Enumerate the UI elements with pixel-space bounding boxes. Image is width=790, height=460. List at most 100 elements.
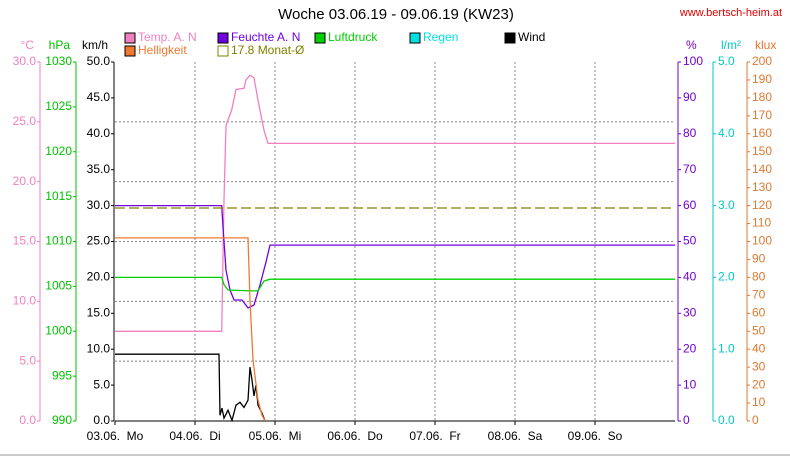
y-tick-label: 15.0	[87, 305, 111, 319]
y-tick-label: 45.0	[87, 90, 111, 104]
y-tick-label: 1000	[45, 323, 72, 337]
y-tick-label: 30.0	[87, 198, 111, 212]
y-tick-label: 0.0	[19, 413, 36, 427]
y-tick-label: 190	[752, 72, 772, 86]
y-tick-label: 120	[752, 198, 772, 212]
axis-title: hPa	[49, 38, 71, 52]
y-tick-label: 25.0	[13, 114, 37, 128]
x-tick-label: 03.06. Mo	[87, 429, 144, 443]
y-tick-label: 90	[683, 90, 697, 104]
y-tick-label: 5.0	[718, 54, 735, 68]
y-tick-label: 30	[683, 305, 697, 319]
series-line	[115, 276, 675, 292]
y-tick-label: 1030	[45, 54, 72, 68]
y-tick-label: 50.0	[87, 54, 111, 68]
axis-title: klux	[755, 38, 776, 52]
axis-title: %	[686, 38, 697, 52]
y-tick-label: 35.0	[87, 162, 111, 176]
y-tick-label: 1010	[45, 234, 72, 248]
y-tick-label: 20	[683, 341, 697, 355]
y-tick-label: 20	[752, 377, 766, 391]
y-tick-label: 10.0	[13, 294, 37, 308]
y-tick-label: 180	[752, 90, 772, 104]
y-tick-label: 150	[752, 144, 772, 158]
y-tick-label: 1025	[45, 99, 72, 113]
y-tick-label: 80	[752, 270, 766, 284]
y-tick-label: 10	[752, 395, 766, 409]
legend-label: Regen	[423, 30, 458, 44]
legend-label: Wind	[518, 30, 545, 44]
legend-label: Temp. A. N	[138, 30, 197, 44]
y-tick-label: 170	[752, 108, 772, 122]
axis-title: l/m²	[721, 38, 741, 52]
y-tick-label: 30	[752, 359, 766, 373]
series-line	[115, 353, 266, 423]
axis-title: km/h	[82, 38, 108, 52]
y-tick-label: 3.0	[718, 198, 735, 212]
legend-swatch	[409, 32, 421, 44]
x-tick-label: 05.06. Mi	[249, 429, 302, 443]
y-tick-label: 1005	[45, 279, 72, 293]
y-tick-label: 1.0	[718, 341, 735, 355]
source-link: www.bertsch-heim.at	[679, 7, 782, 19]
y-tick-label: 10.0	[87, 341, 111, 355]
y-tick-label: 110	[752, 216, 771, 230]
series-line	[115, 74, 675, 332]
x-tick-label: 08.06. Sa	[488, 429, 543, 443]
y-tick-label: 4.0	[718, 126, 735, 140]
y-tick-label: 60	[683, 198, 697, 212]
y-tick-label: 25.0	[87, 234, 111, 248]
chart-title: Woche 03.06.19 - 09.06.19 (KW23)	[278, 6, 514, 23]
y-tick-label: 10	[683, 377, 697, 391]
y-tick-label: 0.0	[718, 413, 735, 427]
y-tick-label: 1020	[45, 144, 72, 158]
legend-label: Helligkeit	[138, 43, 187, 57]
x-tick-label: 04.06. Di	[169, 429, 220, 443]
legend-swatch	[217, 32, 229, 44]
y-tick-label: 5.0	[19, 353, 36, 367]
y-tick-label: 995	[52, 368, 72, 382]
y-tick-label: 0	[752, 413, 759, 427]
y-tick-label: 990	[52, 413, 72, 427]
legend-label: 17.8 Monat-Ø	[231, 43, 304, 57]
legend-swatch	[124, 32, 136, 44]
y-tick-label: 140	[752, 162, 772, 176]
y-tick-label: 100	[683, 54, 703, 68]
y-tick-label: 200	[752, 54, 772, 68]
axis-title: °C	[21, 38, 35, 52]
y-tick-label: 100	[752, 234, 772, 248]
y-tick-label: 40	[752, 341, 766, 355]
y-tick-label: 40	[683, 270, 697, 284]
legend-label: Luftdruck	[328, 30, 378, 44]
y-tick-label: 70	[683, 162, 697, 176]
legend-label: Feuchte A. N	[231, 30, 300, 44]
y-tick-label: 5.0	[93, 377, 110, 391]
legend-swatch	[217, 45, 229, 57]
legend-swatch	[504, 32, 516, 44]
y-tick-label: 15.0	[13, 234, 37, 248]
y-tick-label: 50	[683, 234, 697, 248]
x-tick-label: 09.06. So	[568, 429, 623, 443]
y-tick-label: 20.0	[87, 270, 111, 284]
series-line	[115, 204, 675, 309]
y-tick-label: 90	[752, 252, 766, 266]
y-tick-label: 20.0	[13, 174, 37, 188]
x-tick-label: 07.06. Fr	[409, 429, 460, 443]
y-tick-label: 50	[752, 323, 766, 337]
y-tick-label: 40.0	[87, 126, 111, 140]
y-tick-label: 160	[752, 126, 772, 140]
y-tick-label: 30.0	[13, 54, 37, 68]
y-tick-label: 0.0	[93, 413, 110, 427]
y-tick-label: 1015	[45, 189, 72, 203]
series-line	[115, 237, 266, 422]
y-tick-label: 80	[683, 126, 697, 140]
x-tick-label: 06.06. Do	[327, 429, 383, 443]
y-tick-label: 60	[752, 305, 766, 319]
y-tick-label: 0	[683, 413, 690, 427]
legend-swatch	[314, 32, 326, 44]
legend-swatch	[124, 45, 136, 57]
y-tick-label: 2.0	[718, 270, 735, 284]
y-tick-label: 70	[752, 288, 766, 302]
